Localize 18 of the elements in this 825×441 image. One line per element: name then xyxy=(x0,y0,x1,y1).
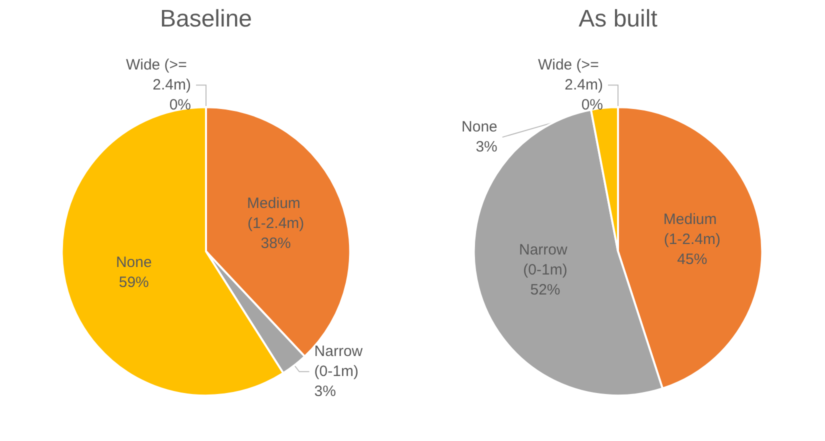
chart-title: Baseline xyxy=(160,6,252,32)
data-label: 52% xyxy=(530,282,560,299)
chart-title: As built xyxy=(578,6,658,32)
data-label: 38% xyxy=(260,235,291,252)
data-label: 59% xyxy=(118,274,149,291)
slice-label: None xyxy=(462,118,498,136)
text: 0% xyxy=(169,96,191,114)
text: 0% xyxy=(581,96,603,114)
category-label: Wide (>= 2.4m) xyxy=(126,56,191,94)
slice-label: Medium (1-2.4m) xyxy=(663,211,721,248)
data-label: 3% xyxy=(476,138,498,156)
data-label: 45% xyxy=(677,251,708,268)
data-label: 3% xyxy=(314,383,336,400)
slice-label: Narrow (0-1m) xyxy=(519,242,572,279)
slice-label: None xyxy=(116,254,152,271)
slice-label: Medium (1-2.4m) xyxy=(247,195,305,232)
category-label: Wide (>= 2.4m) xyxy=(538,56,603,94)
slice-label: Narrow (0-1m) xyxy=(314,343,367,380)
